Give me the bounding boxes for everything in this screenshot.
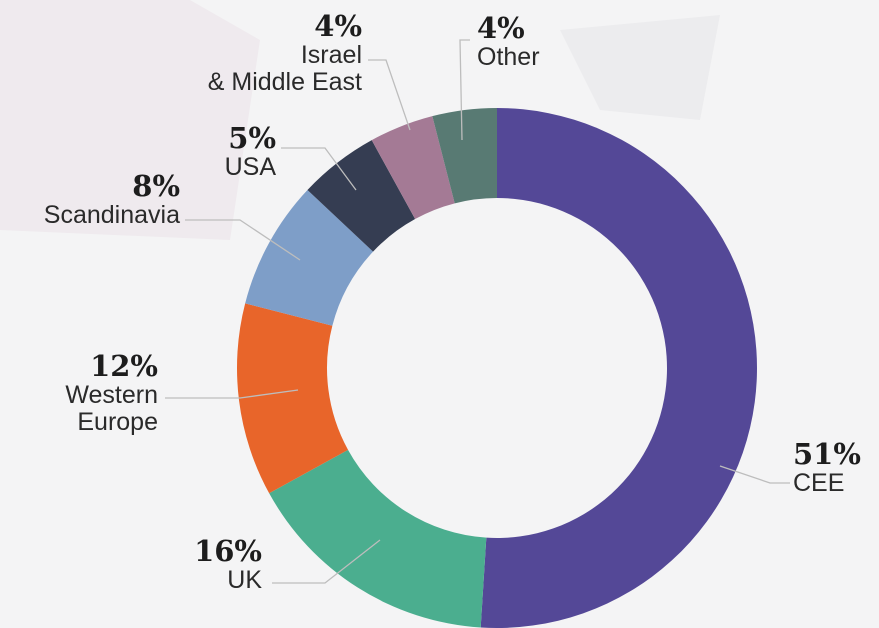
donut-slice (432, 108, 497, 204)
leader-line (272, 539, 381, 584)
leader-line (185, 219, 301, 261)
category-label: Other (477, 43, 540, 71)
category-label: Israel & Middle East (207, 41, 362, 96)
donut-slice (269, 449, 487, 628)
leader-line (281, 147, 357, 191)
category-label: Western Europe (65, 381, 158, 436)
slice-label: 51% CEE (793, 438, 861, 497)
leader-line (459, 39, 470, 141)
value-label: 5% (228, 121, 276, 155)
donut-slice (237, 303, 349, 494)
category-label: UK (227, 566, 262, 594)
slice-label: 5% USA (225, 122, 276, 181)
map-shape (0, 0, 260, 240)
donut-slice (245, 190, 374, 326)
donut-slice (480, 108, 758, 628)
slice-label: 4% Israel & Middle East (208, 10, 362, 96)
donut-slice (371, 116, 455, 220)
slice-label: 12% Western Europe (65, 350, 158, 436)
value-label: 16% (194, 534, 262, 568)
value-label: 12% (90, 349, 158, 383)
value-label: 8% (132, 169, 180, 203)
value-label: 4% (477, 11, 525, 45)
category-label: CEE (793, 469, 845, 497)
donut-slice (307, 140, 416, 252)
leader-line (719, 465, 790, 484)
map-shape (560, 15, 720, 120)
value-label: 4% (314, 9, 362, 43)
category-label: USA (224, 153, 276, 181)
leader-line (165, 389, 299, 399)
slice-label: 16% UK (194, 535, 262, 594)
leader-line (368, 59, 411, 131)
value-label: 51% (793, 437, 861, 471)
slice-label: 8% Scandinavia (44, 170, 180, 229)
category-label: Scandinavia (43, 201, 180, 229)
slice-label: 4% Other (477, 12, 540, 71)
